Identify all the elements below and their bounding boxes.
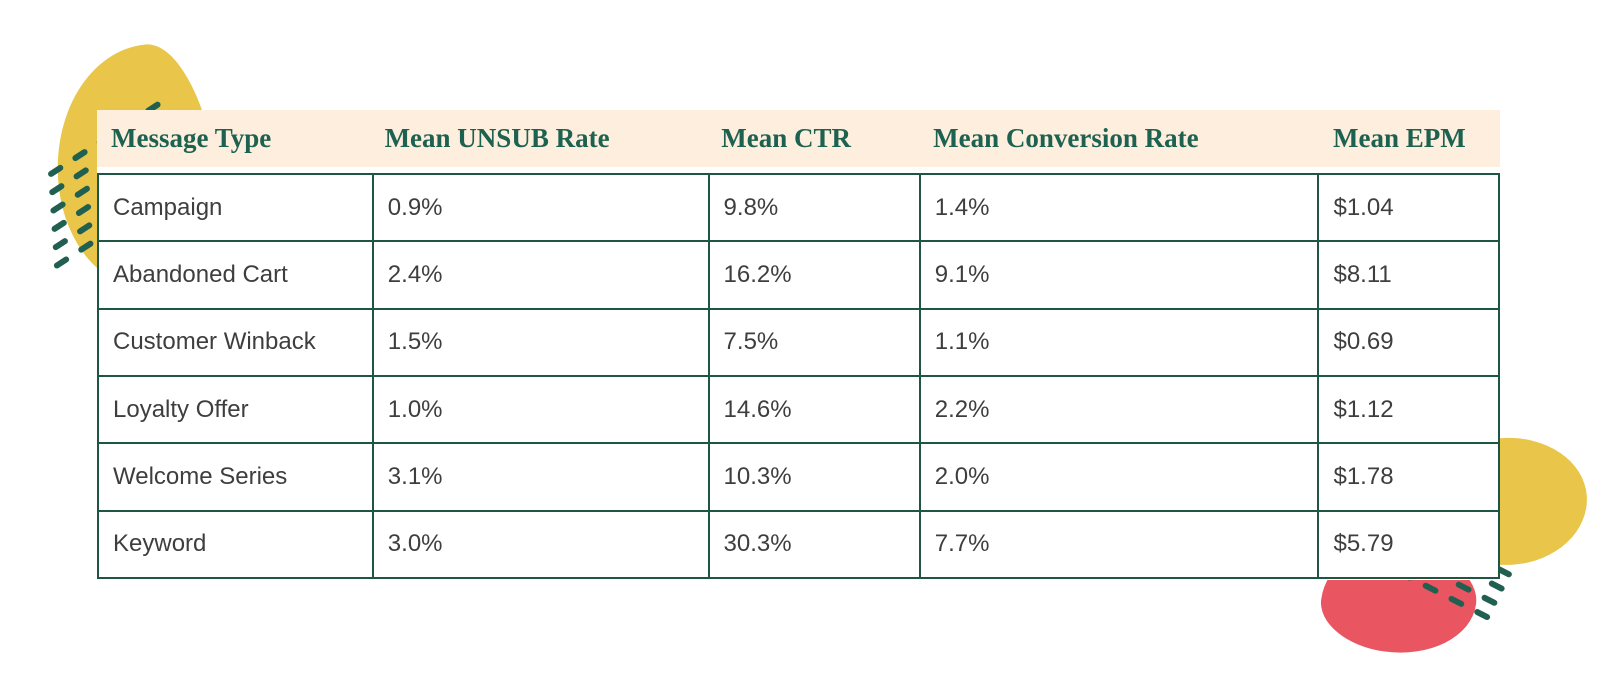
cell-unsub-rate: 3.1%	[371, 444, 708, 510]
dash-mark	[48, 182, 66, 197]
cell-ctr: 10.3%	[707, 444, 919, 510]
table-row: Keyword 3.0% 30.3% 7.7% $5.79	[99, 509, 1498, 577]
cell-unsub-rate: 1.5%	[371, 309, 708, 375]
table-row: Customer Winback 1.5% 7.5% 1.1% $0.69	[99, 307, 1498, 375]
header-ctr: Mean CTR	[721, 123, 852, 153]
table-header-row: Message Type Mean UNSUB Rate Mean CTR Me…	[97, 110, 1500, 167]
dash-mark	[50, 218, 68, 233]
dash-mark	[46, 163, 65, 179]
dash-mark	[51, 236, 70, 252]
header-conversion-rate: Mean Conversion Rate	[933, 123, 1199, 153]
table-row: Loyalty Offer 1.0% 14.6% 2.2% $1.12	[99, 374, 1498, 443]
cell-conversion-rate: 1.1%	[918, 309, 1318, 375]
header-epm: Mean EPM	[1332, 123, 1466, 153]
dash-mark	[52, 255, 71, 270]
cell-message-type: Loyalty Offer	[113, 395, 249, 423]
cell-message-type: Customer Winback	[113, 328, 316, 356]
header-message-type: Message Type	[111, 123, 272, 153]
cell-ctr: 9.8%	[707, 175, 919, 241]
table-row: Welcome Series 3.1% 10.3% 2.0% $1.78	[99, 442, 1498, 510]
cell-conversion-rate: 2.0%	[918, 444, 1318, 510]
cell-message-type: Abandoned Cart	[113, 260, 288, 288]
data-table: Campaign 0.9% 9.8% 1.4% $1.04 Abandoned …	[97, 173, 1500, 579]
cell-epm: $1.04	[1317, 175, 1497, 241]
cell-epm: $5.79	[1317, 511, 1497, 577]
table-row: Campaign 0.9% 9.8% 1.4% $1.04	[99, 175, 1498, 241]
cell-epm: $8.11	[1317, 242, 1497, 308]
cell-ctr: 14.6%	[707, 376, 919, 443]
cell-unsub-rate: 2.4%	[371, 242, 708, 308]
cell-ctr: 16.2%	[707, 242, 919, 308]
cell-message-type: Campaign	[113, 193, 223, 221]
cell-unsub-rate: 0.9%	[371, 175, 708, 241]
table-row: Abandoned Cart 2.4% 16.2% 9.1% $8.11	[99, 240, 1498, 308]
header-unsub-rate: Mean UNSUB Rate	[384, 123, 610, 153]
cell-conversion-rate: 2.2%	[918, 376, 1318, 443]
cell-unsub-rate: 3.0%	[371, 511, 708, 577]
cell-unsub-rate: 1.0%	[371, 376, 708, 443]
cell-conversion-rate: 9.1%	[918, 242, 1318, 308]
cell-epm: $0.69	[1317, 309, 1497, 375]
cell-epm: $1.12	[1317, 376, 1497, 443]
cell-ctr: 7.5%	[707, 309, 919, 375]
cell-message-type: Keyword	[113, 530, 207, 558]
cell-conversion-rate: 1.4%	[918, 175, 1318, 241]
cell-message-type: Welcome Series	[113, 462, 288, 490]
dash-mark	[49, 200, 67, 215]
cell-ctr: 30.3%	[707, 511, 919, 577]
cell-conversion-rate: 7.7%	[918, 511, 1318, 577]
cell-epm: $1.78	[1317, 444, 1497, 510]
